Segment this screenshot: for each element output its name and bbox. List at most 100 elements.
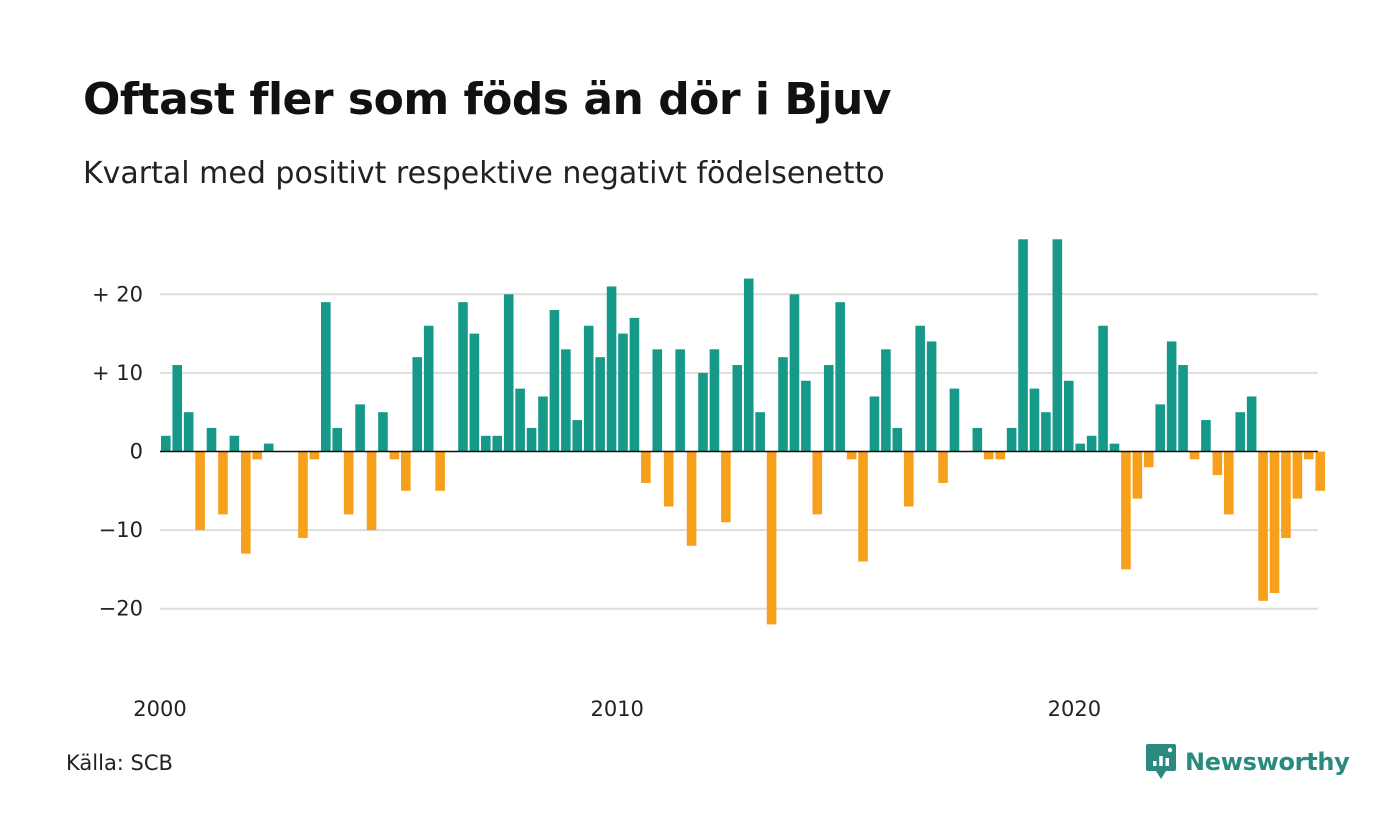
bar — [835, 302, 845, 452]
bar — [378, 412, 388, 452]
bar — [1189, 451, 1200, 460]
bar — [1052, 239, 1063, 452]
bar — [1258, 451, 1268, 601]
bar — [1223, 451, 1234, 515]
bar — [1006, 427, 1017, 452]
chart-subtitle: Kvartal med positivt respektive negativt… — [83, 156, 885, 191]
bar — [686, 451, 697, 546]
bar — [892, 427, 903, 452]
bar — [732, 365, 743, 452]
bar — [195, 451, 205, 531]
x-tick-label: 2000 — [133, 697, 186, 721]
bar — [343, 451, 354, 515]
bar — [321, 302, 331, 452]
bar — [1269, 451, 1280, 593]
bar — [412, 357, 423, 452]
bar — [663, 451, 674, 507]
bar — [423, 325, 434, 452]
y-axis-ticks: + 20 + 10 0 −10 −20 — [92, 282, 143, 620]
y-tick-label: + 20 — [92, 282, 143, 306]
y-tick-label: −10 — [99, 518, 143, 542]
bar — [1109, 443, 1120, 452]
bar — [549, 310, 560, 452]
bar — [172, 365, 183, 452]
bar — [1018, 239, 1028, 452]
bar — [846, 451, 857, 460]
bar — [995, 451, 1005, 460]
bar — [743, 278, 754, 452]
bar — [241, 451, 251, 554]
bar — [515, 388, 525, 452]
bars — [161, 239, 1326, 625]
bar — [206, 427, 217, 452]
x-tick-label: 2010 — [590, 697, 643, 721]
bar — [675, 349, 685, 452]
bar — [229, 435, 240, 452]
bar — [401, 451, 411, 491]
bar — [1201, 420, 1211, 452]
bar — [1315, 451, 1326, 491]
bar — [721, 451, 731, 523]
bar — [1121, 451, 1131, 570]
bar — [652, 349, 663, 452]
bar — [183, 412, 194, 452]
newsworthy-chart-bubble-icon — [1146, 744, 1176, 779]
bar — [481, 435, 491, 452]
bar — [218, 451, 228, 515]
x-tick-label: 2020 — [1048, 697, 1101, 721]
y-tick-label: −20 — [99, 597, 143, 621]
bar — [812, 451, 823, 515]
bar — [1029, 388, 1040, 452]
bar — [583, 325, 594, 452]
bar — [1212, 451, 1223, 476]
bar — [389, 451, 400, 460]
bar — [709, 349, 720, 452]
chart-title: Oftast fler som föds än dör i Bjuv — [83, 74, 891, 125]
bar — [1075, 443, 1085, 452]
bar — [355, 404, 365, 452]
bar — [801, 380, 811, 452]
bar — [1063, 380, 1074, 452]
bar — [915, 325, 925, 452]
bar — [1143, 451, 1154, 468]
bar — [161, 435, 171, 452]
bar — [618, 333, 628, 452]
bar — [1086, 435, 1097, 452]
bar — [469, 333, 480, 452]
bar — [263, 443, 274, 452]
bar — [1155, 404, 1166, 452]
bar — [698, 372, 708, 452]
source-note: Källa: SCB — [66, 751, 173, 775]
brand-logo: Newsworthy — [1146, 744, 1350, 780]
bar — [1041, 412, 1051, 452]
bar — [755, 412, 765, 452]
bar — [629, 317, 640, 452]
bar — [823, 365, 834, 452]
bar — [641, 451, 651, 483]
bar — [435, 451, 445, 491]
bar — [1292, 451, 1303, 499]
bar — [1098, 325, 1108, 452]
bar — [538, 396, 548, 452]
bar — [1132, 451, 1143, 499]
y-tick-label: 0 — [130, 440, 143, 464]
bar — [926, 341, 937, 452]
bar — [252, 451, 263, 460]
x-axis-ticks: 2000 2010 2020 — [133, 697, 1101, 721]
bar — [938, 451, 948, 483]
bar — [1304, 451, 1314, 460]
bar — [858, 451, 868, 562]
bar — [1166, 341, 1177, 452]
bar — [881, 349, 891, 452]
bar — [595, 357, 605, 452]
bar — [366, 451, 377, 531]
bar — [789, 294, 800, 452]
bar — [526, 427, 537, 452]
bar — [458, 302, 468, 452]
brand-name: Newsworthy — [1185, 748, 1350, 776]
bar — [778, 357, 788, 452]
bar — [572, 420, 583, 452]
bar — [332, 427, 343, 452]
bar — [766, 451, 777, 625]
